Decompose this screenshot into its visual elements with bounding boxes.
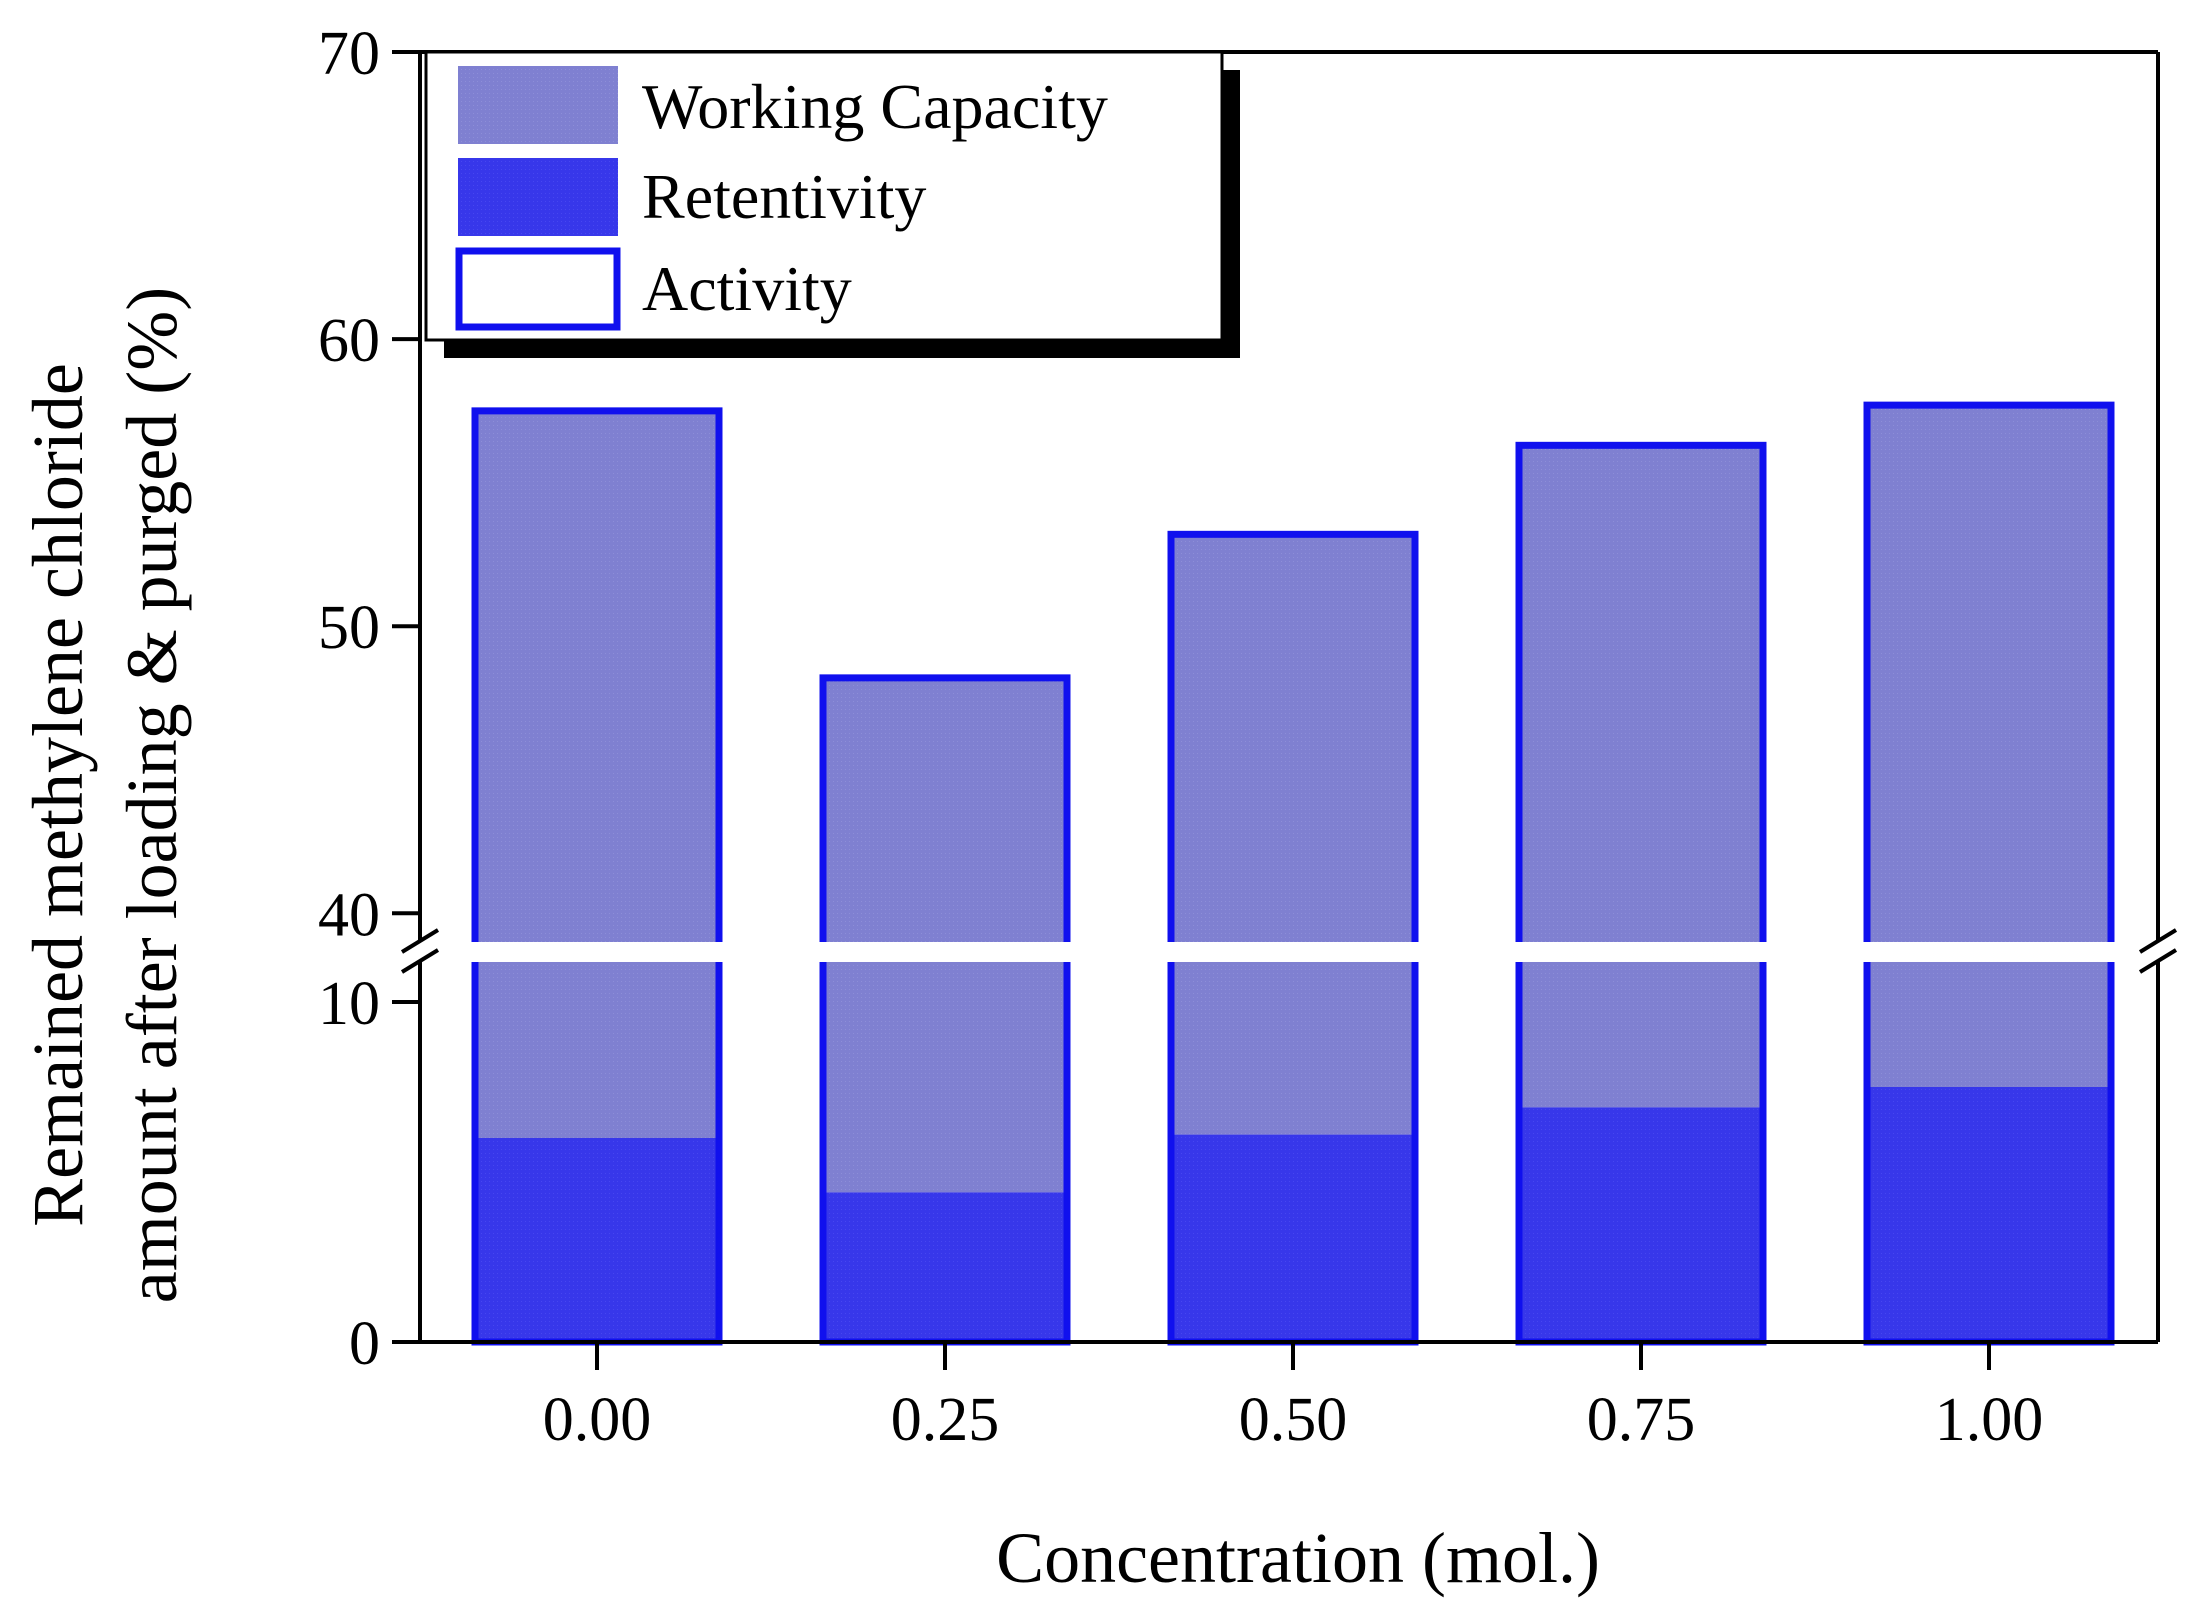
bar-retentivity (1171, 1134, 1415, 1342)
y-axis-title-2: amount after loading & purged (%) (112, 287, 192, 1303)
bar-retentivity (475, 1138, 719, 1342)
bar-working-capacity (1867, 405, 2111, 1087)
legend-label-activity: Activity (642, 253, 852, 324)
legend-swatch-working-capacity (458, 66, 618, 144)
legend-label-working-capacity: Working Capacity (642, 71, 1108, 142)
axis-break-marks (400, 928, 2178, 974)
break-mark-right-top (2138, 928, 2178, 954)
y-tick-label: 40 (318, 881, 380, 949)
bar-working-capacity (475, 410, 719, 1138)
bar-working-capacity (1519, 445, 1763, 1108)
x-tick-label: 0.00 (543, 1386, 652, 1454)
x-axis-title: Concentration (mol.) (996, 1518, 1600, 1598)
break-mark-right-bottom (2138, 948, 2178, 974)
legend-swatch-activity (455, 247, 621, 331)
x-tick-label: 0.50 (1239, 1386, 1348, 1454)
bar-retentivity (823, 1192, 1067, 1342)
ticks-group: 0 10 40 50 60 70 0.00 0.25 0.50 0.75 1.00 (318, 20, 2043, 1454)
bar-retentivity (1867, 1087, 2111, 1342)
x-tick-label: 1.00 (1935, 1386, 2044, 1454)
y-axis-title-line-2: amount after loading & purged (%) (112, 287, 192, 1303)
x-tick-label: 0.25 (891, 1386, 1000, 1454)
legend-swatch-retentivity (458, 158, 618, 236)
bar-working-capacity (823, 677, 1067, 1193)
bar-working-capacity (1171, 534, 1415, 1135)
y-axis-title: Remained methylene chloride (18, 363, 98, 1227)
y-axis-title-line-1: Remained methylene chloride (18, 363, 98, 1227)
y-tick-label: 10 (318, 970, 380, 1038)
bar-retentivity (1519, 1107, 1763, 1342)
break-mark-left-bottom (400, 948, 440, 974)
legend: Working Capacity Retentivity Activity (424, 50, 1240, 358)
break-mark-left-top (400, 928, 440, 954)
y-tick-label: 70 (318, 20, 380, 88)
bars-group (471, 401, 2115, 1346)
x-tick-label: 0.75 (1587, 1386, 1696, 1454)
y-tick-label: 60 (318, 307, 380, 375)
y-tick-label: 0 (349, 1310, 380, 1378)
axis-break-gap (380, 942, 2150, 962)
legend-label-retentivity: Retentivity (642, 161, 926, 232)
y-tick-label: 50 (318, 594, 380, 662)
